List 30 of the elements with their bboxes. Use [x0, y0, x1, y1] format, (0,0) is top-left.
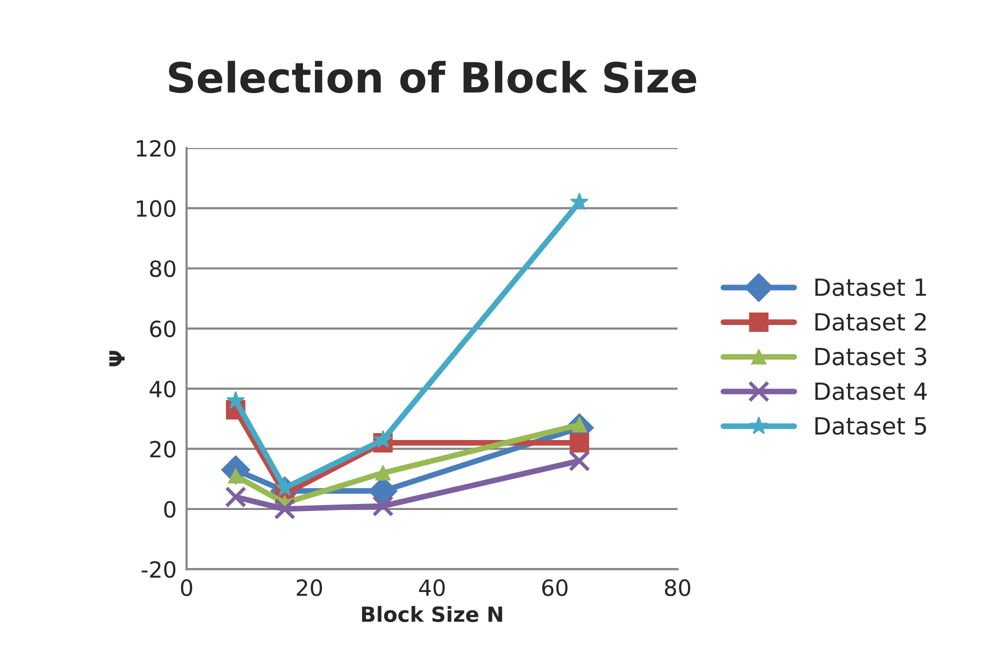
legend-label: Dataset 4 [815, 382, 927, 400]
legend-label: Dataset 3 [815, 348, 926, 366]
point [570, 192, 589, 210]
y-axis-title: Ψ [109, 350, 125, 366]
legend-label: Dataset 2 [815, 312, 926, 331]
x-tick-label: 60 [542, 579, 568, 596]
point [224, 486, 246, 508]
point [226, 391, 245, 409]
y-tick-label: 120 [136, 140, 176, 157]
y-tick-label: 20 [150, 440, 176, 458]
x-axis-title: Block Size N [362, 606, 502, 622]
y-tick-label: 100 [136, 200, 176, 217]
legend-label: Dataset 5 [815, 417, 926, 435]
point [570, 433, 590, 453]
x-tick-label: 0 [180, 579, 192, 596]
y-tick-label: 60 [150, 320, 176, 338]
y-tick-label: 0 [164, 500, 176, 518]
x-tick-label: 40 [419, 579, 445, 596]
y-tick-label: 80 [150, 260, 176, 278]
legend-label: Dataset 1 [815, 278, 926, 296]
point [568, 450, 590, 472]
point [274, 498, 296, 520]
chart-title: Selection of Block Size [168, 60, 696, 94]
point [375, 465, 391, 481]
point [372, 495, 394, 517]
y-tick-label: 40 [150, 380, 176, 398]
x-tick-label: 20 [296, 579, 322, 596]
y-tick-label: -20 [142, 561, 176, 578]
point [374, 430, 392, 448]
x-tick-label: 80 [664, 579, 690, 596]
